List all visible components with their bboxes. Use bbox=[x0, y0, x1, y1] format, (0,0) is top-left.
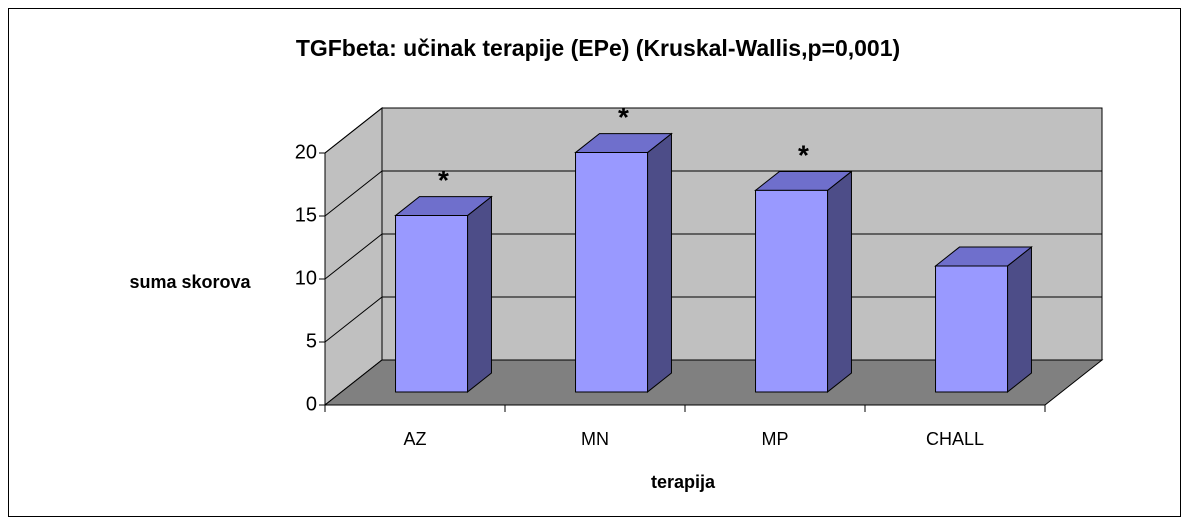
bar-side bbox=[1007, 246, 1032, 393]
x-tick-label: MP bbox=[762, 429, 789, 449]
y-axis-label: suma skorova bbox=[129, 272, 251, 292]
bar bbox=[575, 152, 649, 393]
bar bbox=[935, 265, 1009, 393]
grid-line bbox=[324, 107, 1102, 154]
y-tick-label: 15 bbox=[295, 204, 317, 226]
bar-side bbox=[827, 170, 852, 393]
y-tick-label: 10 bbox=[295, 267, 317, 289]
y-tick-label: 0 bbox=[306, 393, 317, 415]
bar-side bbox=[467, 195, 492, 393]
bar bbox=[395, 215, 469, 393]
annotation: * bbox=[438, 164, 449, 195]
x-tick-label: MN bbox=[581, 429, 609, 449]
grid-line bbox=[324, 233, 1102, 280]
x-axis-label: terapija bbox=[651, 472, 716, 492]
grid-line bbox=[324, 296, 1102, 343]
annotation: * bbox=[798, 139, 809, 170]
y-tick-label: 20 bbox=[295, 141, 317, 163]
x-tick-label: AZ bbox=[403, 429, 426, 449]
x-tick-label: CHALL bbox=[926, 429, 984, 449]
chart-title: TGFbeta: učinak terapije (EPe) (Kruskal-… bbox=[296, 35, 900, 61]
grid-line bbox=[324, 170, 1102, 217]
y-tick-label: 5 bbox=[306, 330, 317, 352]
bar-side bbox=[647, 132, 672, 393]
annotation: * bbox=[618, 101, 629, 132]
bar bbox=[755, 189, 829, 393]
